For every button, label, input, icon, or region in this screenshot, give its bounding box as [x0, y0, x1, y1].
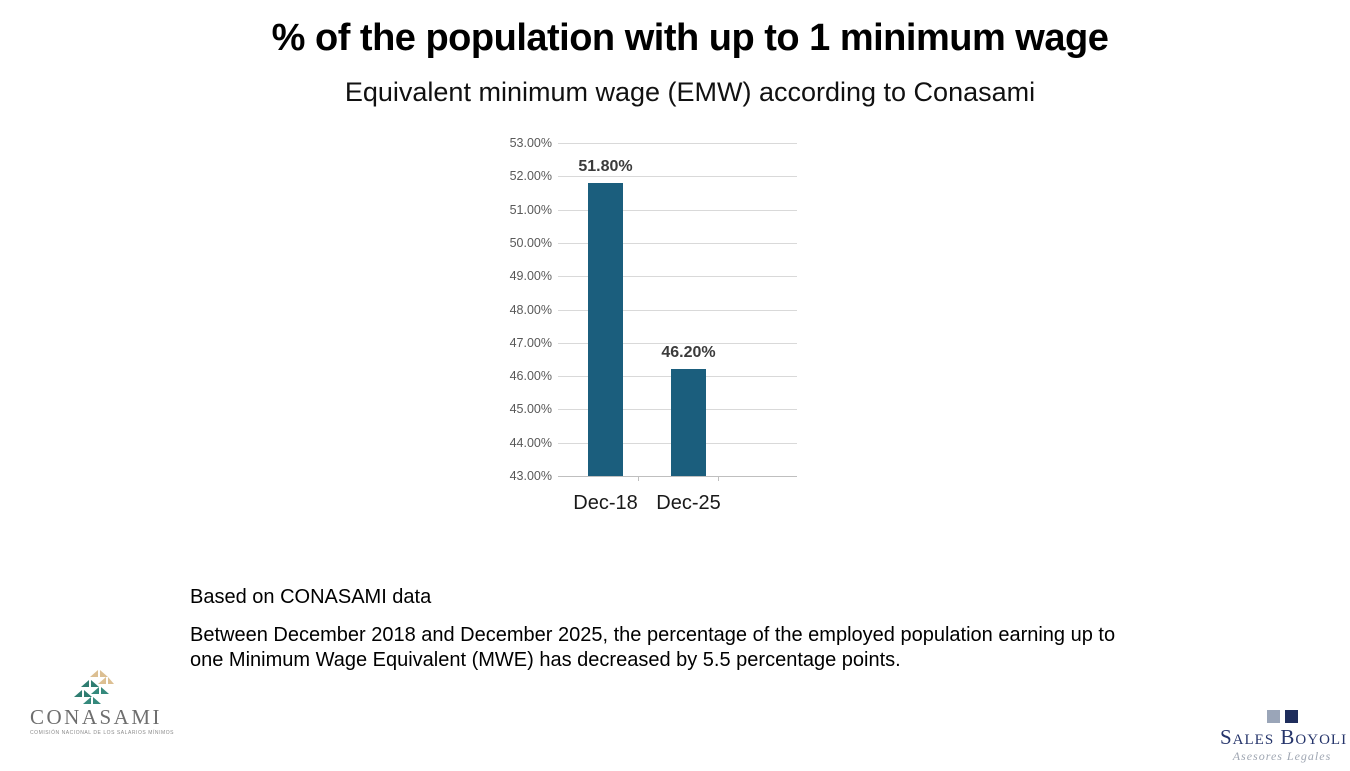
y-axis-tick-label: 44.00%: [509, 435, 552, 450]
y-axis-tick-label: 46.00%: [509, 369, 552, 384]
slide-header: % of the population with up to 1 minimum…: [0, 14, 1350, 108]
gridline: [558, 143, 797, 144]
notes-block: Based on CONASAMI data Between December …: [190, 585, 1140, 673]
y-axis-tick-label: 48.00%: [509, 302, 552, 317]
bar-dec-25: [671, 369, 706, 476]
y-axis-tick-label: 43.00%: [509, 469, 552, 483]
logo-square-gray: [1266, 710, 1280, 723]
sales-boyoli-logo-text: Sales Boyoli: [1220, 725, 1348, 749]
gridline: [558, 276, 797, 278]
conasami-logo-tagline: COMISIÓN NACIONAL DE LOS SALARIOS MÍNIMO…: [30, 730, 175, 736]
y-axis-tick-label: 53.00%: [509, 136, 552, 150]
y-axis-tick-label: 45.00%: [509, 402, 552, 417]
x-axis-category-label: Dec-25: [656, 492, 721, 514]
conasami-triangles-icon: [74, 670, 114, 704]
gridline: [558, 342, 797, 344]
bar-value-label: 46.20%: [661, 344, 716, 362]
x-axis-tick: [718, 476, 719, 481]
sales-boyoli-logo: Sales Boyoli Asesores Legales: [1220, 710, 1348, 764]
x-axis-category-label: Dec-18: [573, 492, 638, 514]
y-axis-tick-label: 50.00%: [509, 235, 552, 250]
x-axis-tick: [638, 476, 639, 481]
source-note: Based on CONASAMI data: [190, 586, 432, 608]
slide-subtitle: Equivalent minimum wage (EMW) according …: [344, 77, 1036, 107]
logo-square-navy: [1284, 710, 1298, 723]
y-axis-tick-label: 51.00%: [509, 202, 552, 217]
page-title: % of the population with up to 1 minimum…: [271, 17, 1109, 59]
y-axis-tick-label: 49.00%: [509, 269, 552, 284]
summary-note: Between December 2018 and December 2025,…: [190, 624, 1116, 671]
gridline: [558, 476, 797, 477]
gridline: [558, 242, 797, 244]
gridline: [558, 209, 797, 211]
y-axis-tick-label: 47.00%: [509, 335, 552, 350]
conasami-logo: CONASAMI COMISIÓN NACIONAL DE LOS SALARI…: [30, 667, 175, 736]
bar-dec-18: [588, 182, 623, 476]
gridline: [558, 309, 797, 311]
y-axis-tick-label: 52.00%: [509, 169, 552, 184]
bar-value-label: 51.80%: [578, 157, 633, 175]
sales-boyoli-tagline: Asesores Legales: [1232, 749, 1332, 763]
sales-boyoli-squares-icon: [1220, 710, 1344, 723]
conasami-logo-text: CONASAMI: [30, 705, 163, 729]
bar-chart: 53.00% 52.00% 51.00% 50.00% 49.00% 48.00% 47.0…: [500, 136, 830, 531]
gridline: [558, 176, 797, 178]
